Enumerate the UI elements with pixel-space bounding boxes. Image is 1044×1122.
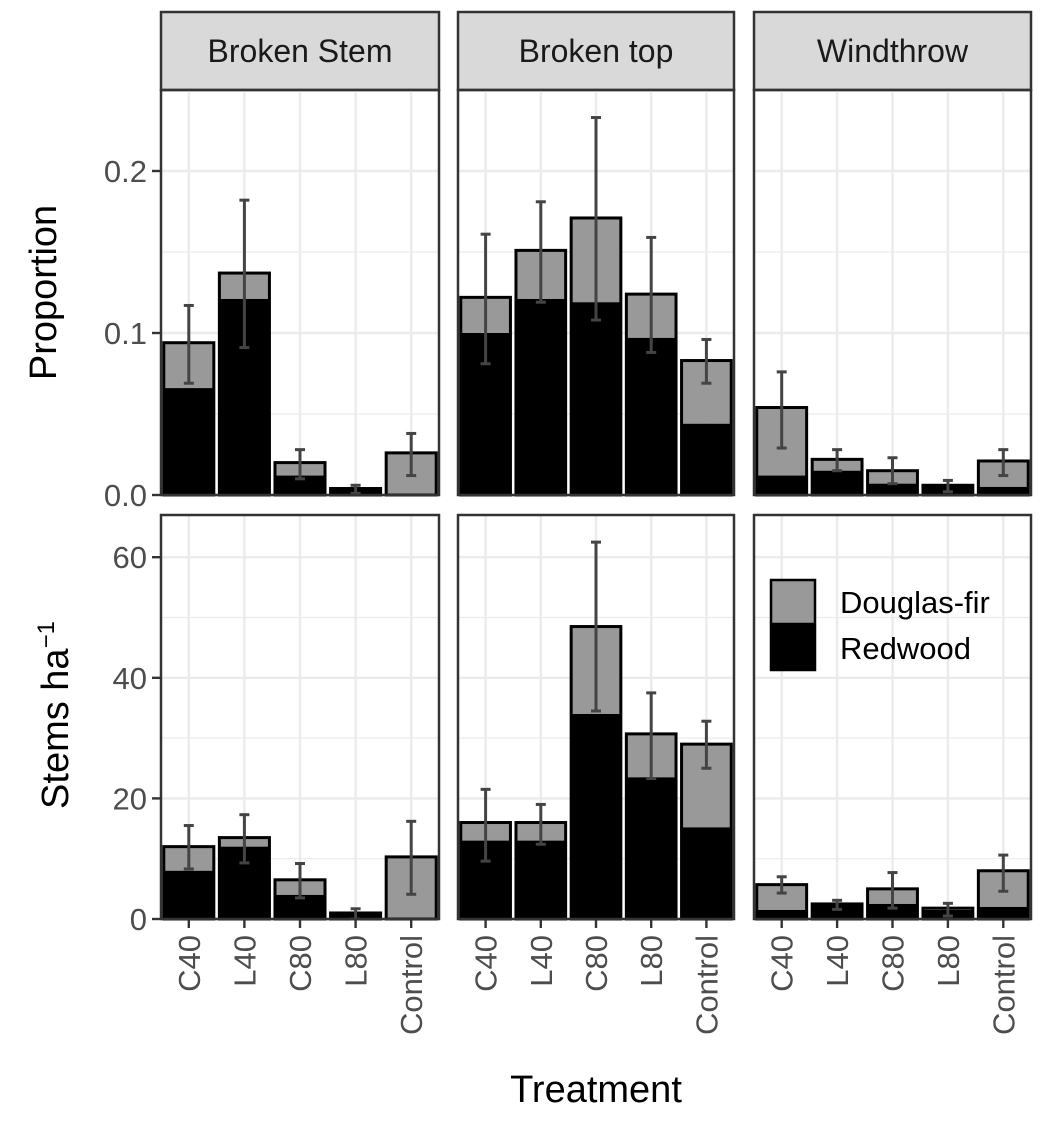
errorbar-c80 bbox=[887, 456, 898, 486]
panel-border bbox=[159, 88, 441, 497]
errorbar-l40 bbox=[832, 448, 843, 473]
errorbar-l40 bbox=[239, 813, 250, 865]
errorbar-control bbox=[701, 719, 712, 770]
y-tick-label: 0.2 bbox=[104, 154, 147, 189]
errorbar-l40 bbox=[239, 198, 250, 350]
y-tick-label: 20 bbox=[113, 781, 147, 816]
legend-key-redwood bbox=[769, 624, 817, 672]
y-tick-label: 0.1 bbox=[104, 316, 147, 351]
x-axes: C40 L40 C80 L80 Control C40 L40 C80 L80 Control C4… bbox=[172, 919, 1021, 1035]
errorbar-c40 bbox=[480, 787, 491, 863]
x-tick-label-control: Control bbox=[394, 935, 429, 1035]
errorbar-c80 bbox=[295, 448, 305, 481]
bar-redwood-l40 bbox=[515, 298, 566, 495]
panel-border bbox=[752, 88, 1033, 497]
x-tick-label-c40: C40 bbox=[172, 935, 207, 992]
panel-windthrow-row-1 bbox=[752, 88, 1033, 497]
errorbar-control bbox=[701, 337, 712, 385]
bar-redwood-c40 bbox=[163, 388, 214, 495]
facet-strip-windthrow bbox=[752, 10, 1033, 92]
y-tick-label: 40 bbox=[113, 661, 147, 696]
bar-redwood-c80 bbox=[274, 475, 326, 495]
facet-strip-broken-stem bbox=[159, 10, 441, 92]
x-tick-label-c80: C80 bbox=[579, 935, 614, 992]
errorbar-l80 bbox=[942, 901, 953, 918]
errorbar-l80 bbox=[350, 483, 361, 495]
y-tick-label: 0 bbox=[130, 902, 147, 937]
y-tick-label: 60 bbox=[113, 540, 147, 575]
bar-redwood-control bbox=[681, 827, 732, 919]
errorbar-c80 bbox=[591, 540, 601, 713]
x-tick-label-c80: C80 bbox=[283, 935, 318, 992]
x-tick-label-l80: L80 bbox=[931, 935, 966, 987]
x-tick-label-c80: C80 bbox=[876, 935, 911, 992]
x-tick-label-c40: C40 bbox=[469, 935, 504, 992]
errorbar-control bbox=[406, 431, 417, 478]
y-axis-title-proportion: Proportion bbox=[23, 205, 65, 380]
bar-redwood-c80 bbox=[867, 483, 918, 495]
panel-broken-top-row-2 bbox=[456, 513, 736, 921]
x-tick-label-control: Control bbox=[689, 935, 724, 1035]
errorbar-l80 bbox=[646, 235, 657, 354]
facet-label-windthrow: Windthrow bbox=[817, 33, 969, 69]
bar-redwood-l40 bbox=[812, 903, 863, 919]
x-tick-label-l80: L80 bbox=[339, 935, 374, 987]
errorbar-c40 bbox=[480, 232, 491, 366]
bar-redwood-l80 bbox=[626, 337, 677, 495]
errorbar-c80 bbox=[887, 871, 898, 910]
bar-redwood-c80 bbox=[867, 903, 918, 919]
errorbar-l40 bbox=[535, 200, 546, 304]
x-tick-label-c40: C40 bbox=[765, 935, 800, 992]
y-axis-title-stems: Stems ha−1 bbox=[33, 621, 77, 809]
panels bbox=[159, 88, 1033, 921]
panel-broken-stem-row-2 bbox=[159, 513, 441, 921]
errorbar-l80 bbox=[646, 691, 657, 781]
errorbar-l40 bbox=[535, 802, 546, 846]
bar-redwood-control bbox=[681, 423, 732, 495]
bar-redwood-c40 bbox=[756, 475, 807, 495]
panel-border bbox=[456, 88, 736, 497]
errorbar-c40 bbox=[776, 370, 787, 450]
legend: Douglas-fir Redwood bbox=[769, 578, 990, 672]
errorbar-control bbox=[998, 853, 1009, 893]
bar-redwood-control bbox=[978, 906, 1029, 919]
y-tick-label: 0.0 bbox=[104, 478, 147, 513]
facet-strips: Broken Stem Broken top Windthrow bbox=[159, 10, 1033, 92]
errorbar-l80 bbox=[942, 478, 953, 494]
facet-label-broken-stem: Broken Stem bbox=[208, 33, 393, 69]
errorbar-c40 bbox=[183, 303, 194, 385]
errorbar-c40 bbox=[776, 875, 787, 895]
errorbar-l40 bbox=[832, 898, 843, 911]
bar-redwood-c40 bbox=[756, 909, 807, 919]
bar-redwood-l80 bbox=[626, 777, 677, 919]
panel-broken-top-row-1 bbox=[456, 88, 736, 497]
errorbar-c40 bbox=[183, 824, 194, 871]
panel-broken-stem-row-1 bbox=[159, 88, 441, 497]
facet-label-broken-top: Broken top bbox=[519, 33, 674, 69]
errorbar-c80 bbox=[591, 116, 601, 322]
panel-windthrow-row-2 bbox=[752, 513, 1033, 921]
x-tick-label-l40: L40 bbox=[524, 935, 559, 987]
bar-redwood-c80 bbox=[571, 713, 621, 919]
x-tick-label-l40: L40 bbox=[820, 935, 855, 987]
legend-key-douglas-fir bbox=[769, 578, 817, 626]
errorbar-control bbox=[998, 448, 1009, 478]
x-tick-label-control: Control bbox=[986, 935, 1021, 1035]
y-axes: 0.0 0.1 0.2 0 20 40 60 bbox=[104, 154, 161, 937]
bar-redwood-c40 bbox=[163, 870, 214, 919]
bar-redwood-l40 bbox=[515, 840, 566, 919]
x-tick-label-l80: L80 bbox=[634, 935, 669, 987]
x-axis-title: Treatment bbox=[510, 1069, 682, 1111]
errorbar-c80 bbox=[295, 862, 305, 900]
bar-redwood-l40 bbox=[812, 470, 863, 495]
x-tick-label-l40: L40 bbox=[227, 935, 262, 987]
facet-strip-broken-top bbox=[456, 10, 736, 92]
legend-label-redwood: Redwood bbox=[840, 631, 971, 666]
errorbar-control bbox=[406, 819, 417, 896]
legend-label-douglas-fir: Douglas-fir bbox=[840, 585, 990, 620]
bar-redwood-c80 bbox=[571, 302, 621, 495]
bar-redwood-control bbox=[978, 486, 1029, 495]
